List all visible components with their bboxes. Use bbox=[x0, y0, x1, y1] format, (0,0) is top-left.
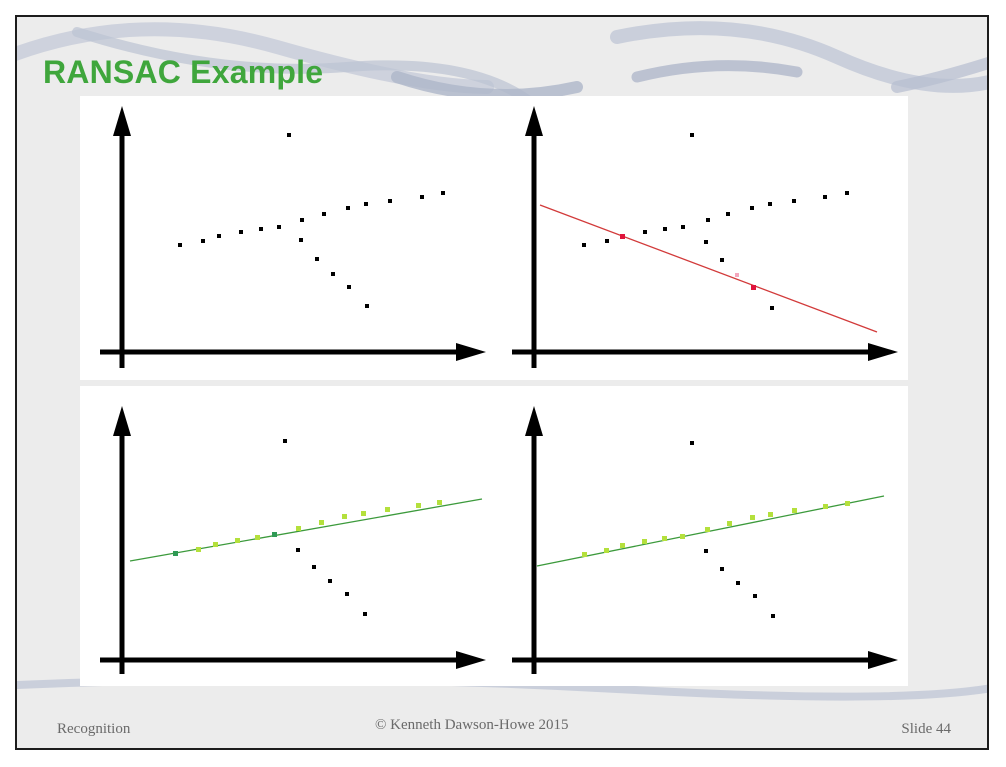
slide-title: RANSAC Example bbox=[43, 54, 324, 90]
y-axis bbox=[525, 106, 543, 368]
outlier-points bbox=[690, 441, 775, 618]
candidate-line bbox=[539, 204, 878, 333]
panel-random-sample-line bbox=[492, 96, 908, 380]
sample-points bbox=[173, 532, 277, 556]
y-axis bbox=[525, 406, 543, 674]
x-axis bbox=[100, 651, 486, 669]
scatter-plot-best-fit bbox=[512, 406, 898, 674]
scatter-plot-random-sample bbox=[512, 106, 898, 368]
data-points bbox=[582, 133, 849, 310]
footer-section-label: Recognition bbox=[57, 721, 131, 737]
consensus-line bbox=[129, 498, 483, 562]
footer-slide-number: Slide 44 bbox=[901, 721, 951, 737]
data-points bbox=[178, 133, 445, 308]
inlier-points bbox=[196, 500, 442, 552]
outlier-points bbox=[283, 439, 367, 616]
panel-all-points bbox=[80, 96, 492, 380]
scatter-plot-all-points bbox=[100, 106, 486, 368]
panel-best-fit-line bbox=[492, 386, 908, 686]
y-axis bbox=[113, 106, 131, 368]
scatter-plot-sample-consensus bbox=[100, 406, 486, 674]
slide: RANSAC Example bbox=[15, 15, 989, 750]
inlier-points bbox=[582, 501, 850, 557]
footer-copyright: © Kenneth Dawson-Howe 2015 bbox=[375, 717, 569, 733]
panel-sample-consensus-line bbox=[80, 386, 492, 686]
x-axis bbox=[512, 343, 898, 361]
near-point bbox=[735, 273, 739, 277]
best-fit-line bbox=[536, 495, 885, 567]
x-axis bbox=[512, 651, 898, 669]
sample-points bbox=[620, 234, 756, 290]
y-axis bbox=[113, 406, 131, 674]
x-axis bbox=[100, 343, 486, 361]
